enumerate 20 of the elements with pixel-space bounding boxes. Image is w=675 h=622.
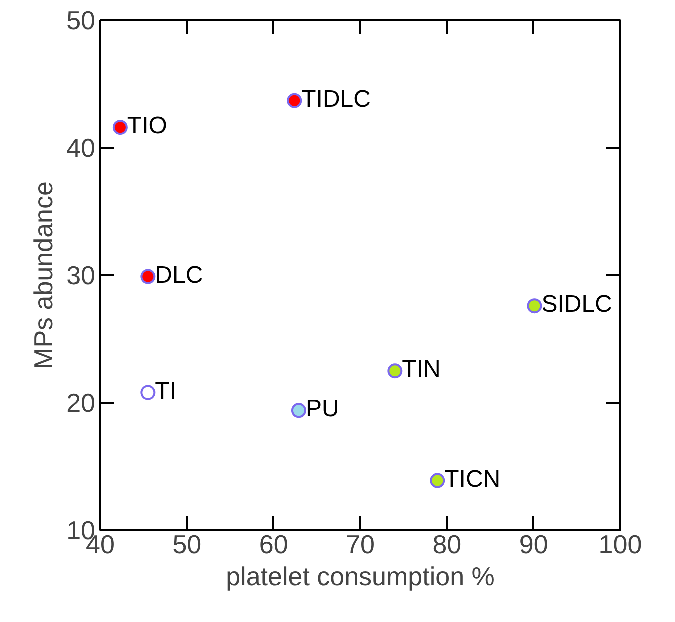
x-axis-title: platelet consumption % <box>226 562 495 592</box>
y-tick-label: 30 <box>66 260 96 290</box>
x-tick-label: 100 <box>598 530 642 560</box>
y-tick-label: 40 <box>66 133 96 163</box>
annotation: TI <box>155 378 176 405</box>
annotation: TIO <box>127 112 168 140</box>
annotation: PU <box>306 396 340 423</box>
x-tick-label: 60 <box>259 530 288 560</box>
x-tick-label: 50 <box>172 530 202 560</box>
annotation: DLC <box>155 262 204 289</box>
annotation: TICN <box>444 466 501 493</box>
annotation: TIN <box>402 356 441 384</box>
x-tick-label: 80 <box>432 530 462 560</box>
y-tick-label: 50 <box>66 6 96 36</box>
x-tick-label: 90 <box>519 530 548 560</box>
x-tick-label: 70 <box>346 530 375 560</box>
y-axis-title: MPs abundance <box>28 182 59 370</box>
annotation: TIDLC <box>302 86 371 113</box>
annotation: SIDLC <box>542 291 612 318</box>
y-tick-label: 20 <box>66 388 96 418</box>
